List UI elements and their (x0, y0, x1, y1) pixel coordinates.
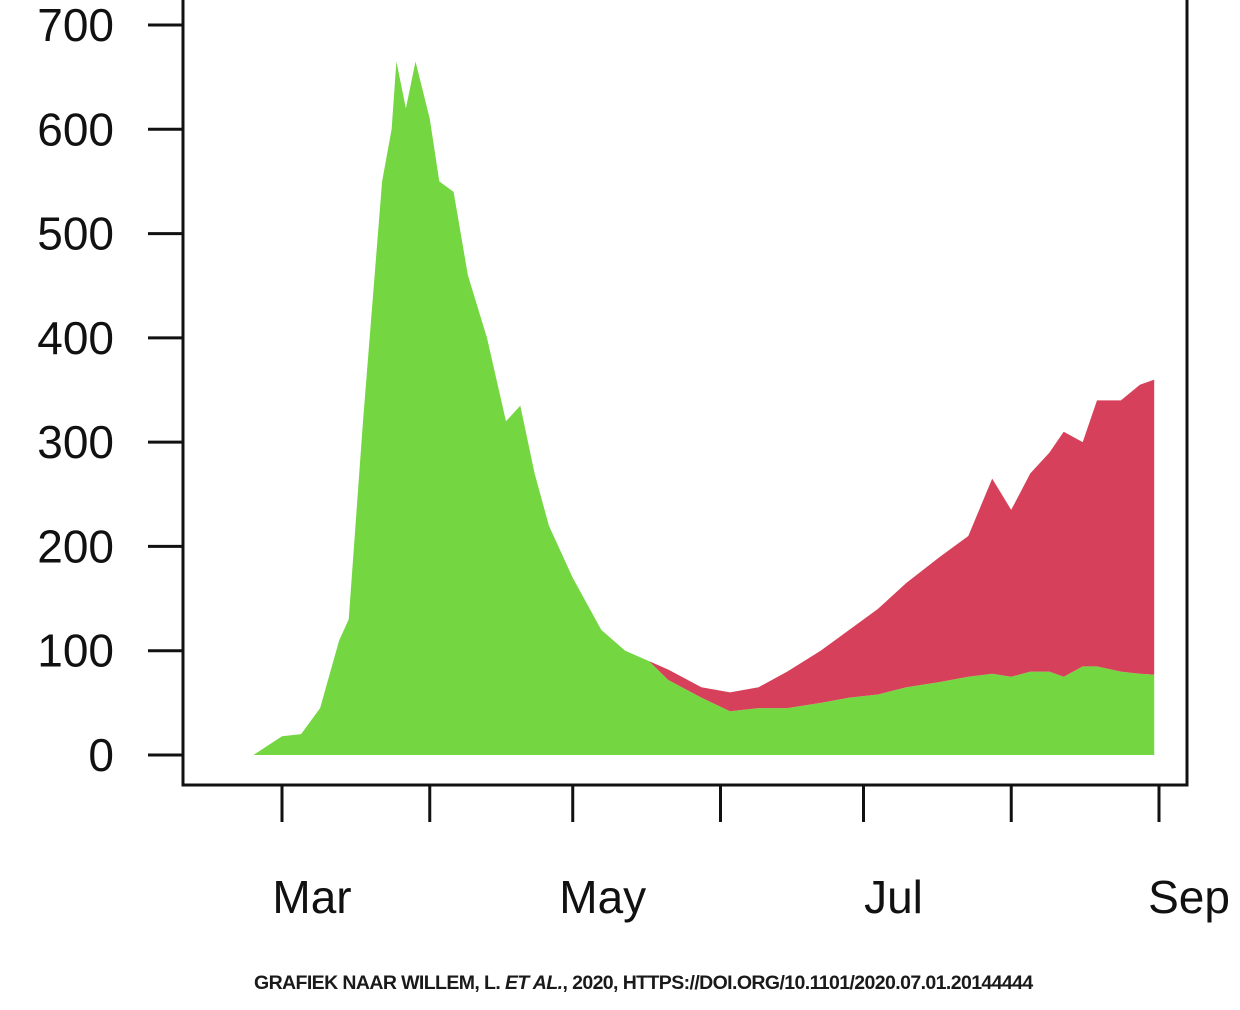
chart-areas (253, 61, 1155, 755)
y-tick-label: 500 (37, 208, 114, 260)
x-tick-label: May (559, 871, 646, 923)
series-area-green (253, 61, 1155, 755)
caption-suffix: , 2020, HTTPS://DOI.ORG/10.1101/2020.07.… (562, 972, 1033, 994)
caption-italic: ET AL. (505, 972, 563, 994)
x-tick-label: Jul (864, 871, 923, 923)
source-caption: GRAFIEK NAAR WILLEM, L. ET AL., 2020, HT… (254, 972, 1033, 995)
y-tick-label: 400 (37, 312, 114, 364)
series-area-red (253, 61, 1155, 755)
y-axis: 0 100 200 300 400 500 600 700 (37, 0, 183, 781)
y-tick-label: 600 (37, 103, 114, 155)
y-tick-label: 200 (37, 520, 114, 572)
caption-prefix: GRAFIEK NAAR WILLEM, L. (254, 972, 505, 994)
x-tick-label: Sep (1148, 871, 1230, 923)
y-tick-label: 700 (37, 0, 114, 51)
x-axis: Mar May Jul Sep (272, 785, 1230, 923)
y-tick-label: 300 (37, 416, 114, 468)
x-tick-label: Mar (272, 871, 351, 923)
plot-frame (181, 0, 1189, 787)
y-tick-label: 100 (37, 625, 114, 677)
y-tick-label: 0 (88, 729, 114, 781)
